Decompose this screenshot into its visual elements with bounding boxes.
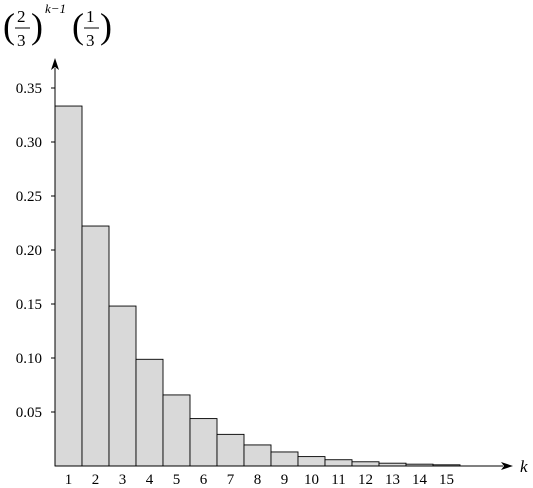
y-tick-label: 0.35 bbox=[16, 81, 42, 97]
y-label-frac1-numerator: 2 bbox=[17, 7, 26, 26]
y-label-paren-open-1: ( bbox=[3, 6, 15, 46]
x-tick-label: 12 bbox=[358, 472, 373, 488]
bar-k-11 bbox=[324, 459, 353, 467]
bar-k-1 bbox=[54, 105, 83, 467]
x-tick-label: 14 bbox=[412, 472, 428, 488]
x-tick-label: 10 bbox=[304, 472, 319, 488]
x-tick-label: 3 bbox=[119, 472, 127, 488]
x-tick-label: 1 bbox=[65, 472, 73, 488]
bar-k-2 bbox=[81, 225, 110, 467]
bar-k-6 bbox=[189, 418, 218, 467]
bar-k-3 bbox=[108, 305, 137, 467]
y-axis-arrowhead bbox=[51, 58, 59, 70]
x-tick-label: 15 bbox=[439, 472, 454, 488]
bar-k-4 bbox=[135, 358, 164, 467]
x-axis-label: k bbox=[520, 457, 528, 476]
y-label-paren-open-2: ( bbox=[72, 6, 84, 46]
x-tick-label: 8 bbox=[254, 472, 262, 488]
bars-group bbox=[54, 105, 461, 467]
bar-k-8 bbox=[243, 444, 272, 467]
x-ticks-group: 1 2 3 4 5 6 7 8 9 10 11 12 13 14 15 bbox=[65, 472, 454, 488]
y-axis-label: ( 2 3 ) k−1 ( 1 3 ) bbox=[3, 1, 112, 50]
y-label-paren-close-1: ) bbox=[31, 6, 43, 46]
x-tick-label: 9 bbox=[281, 472, 289, 488]
y-tick-label: 0.15 bbox=[16, 297, 42, 313]
x-tick-label: 4 bbox=[146, 472, 154, 488]
y-tick-label: 0.05 bbox=[16, 405, 42, 421]
bar-k-10 bbox=[297, 456, 326, 467]
x-axis-arrowhead bbox=[501, 462, 513, 470]
y-tick-label: 0.25 bbox=[16, 189, 42, 205]
y-label-exponent: k−1 bbox=[45, 1, 66, 16]
y-ticks-group: 0.05 0.10 0.15 0.20 0.25 0.30 0.35 bbox=[16, 81, 55, 421]
bar-k-12 bbox=[351, 461, 380, 467]
bar-k-7 bbox=[216, 433, 245, 467]
x-tick-label: 13 bbox=[385, 472, 400, 488]
x-tick-label: 6 bbox=[200, 472, 208, 488]
x-tick-label: 7 bbox=[227, 472, 235, 488]
x-tick-label: 11 bbox=[331, 472, 345, 488]
y-tick-label: 0.10 bbox=[16, 351, 42, 367]
y-label-frac2-numerator: 1 bbox=[86, 7, 95, 26]
y-tick-label: 0.30 bbox=[16, 135, 42, 151]
y-label-paren-close-2: ) bbox=[100, 6, 112, 46]
y-label-frac2-denominator: 3 bbox=[86, 31, 95, 50]
bar-k-9 bbox=[270, 451, 299, 467]
bar-k-5 bbox=[162, 394, 191, 467]
y-tick-label: 0.20 bbox=[16, 243, 42, 259]
y-label-frac1-denominator: 3 bbox=[17, 31, 26, 50]
x-tick-label: 5 bbox=[173, 472, 181, 488]
x-tick-label: 2 bbox=[92, 472, 100, 488]
